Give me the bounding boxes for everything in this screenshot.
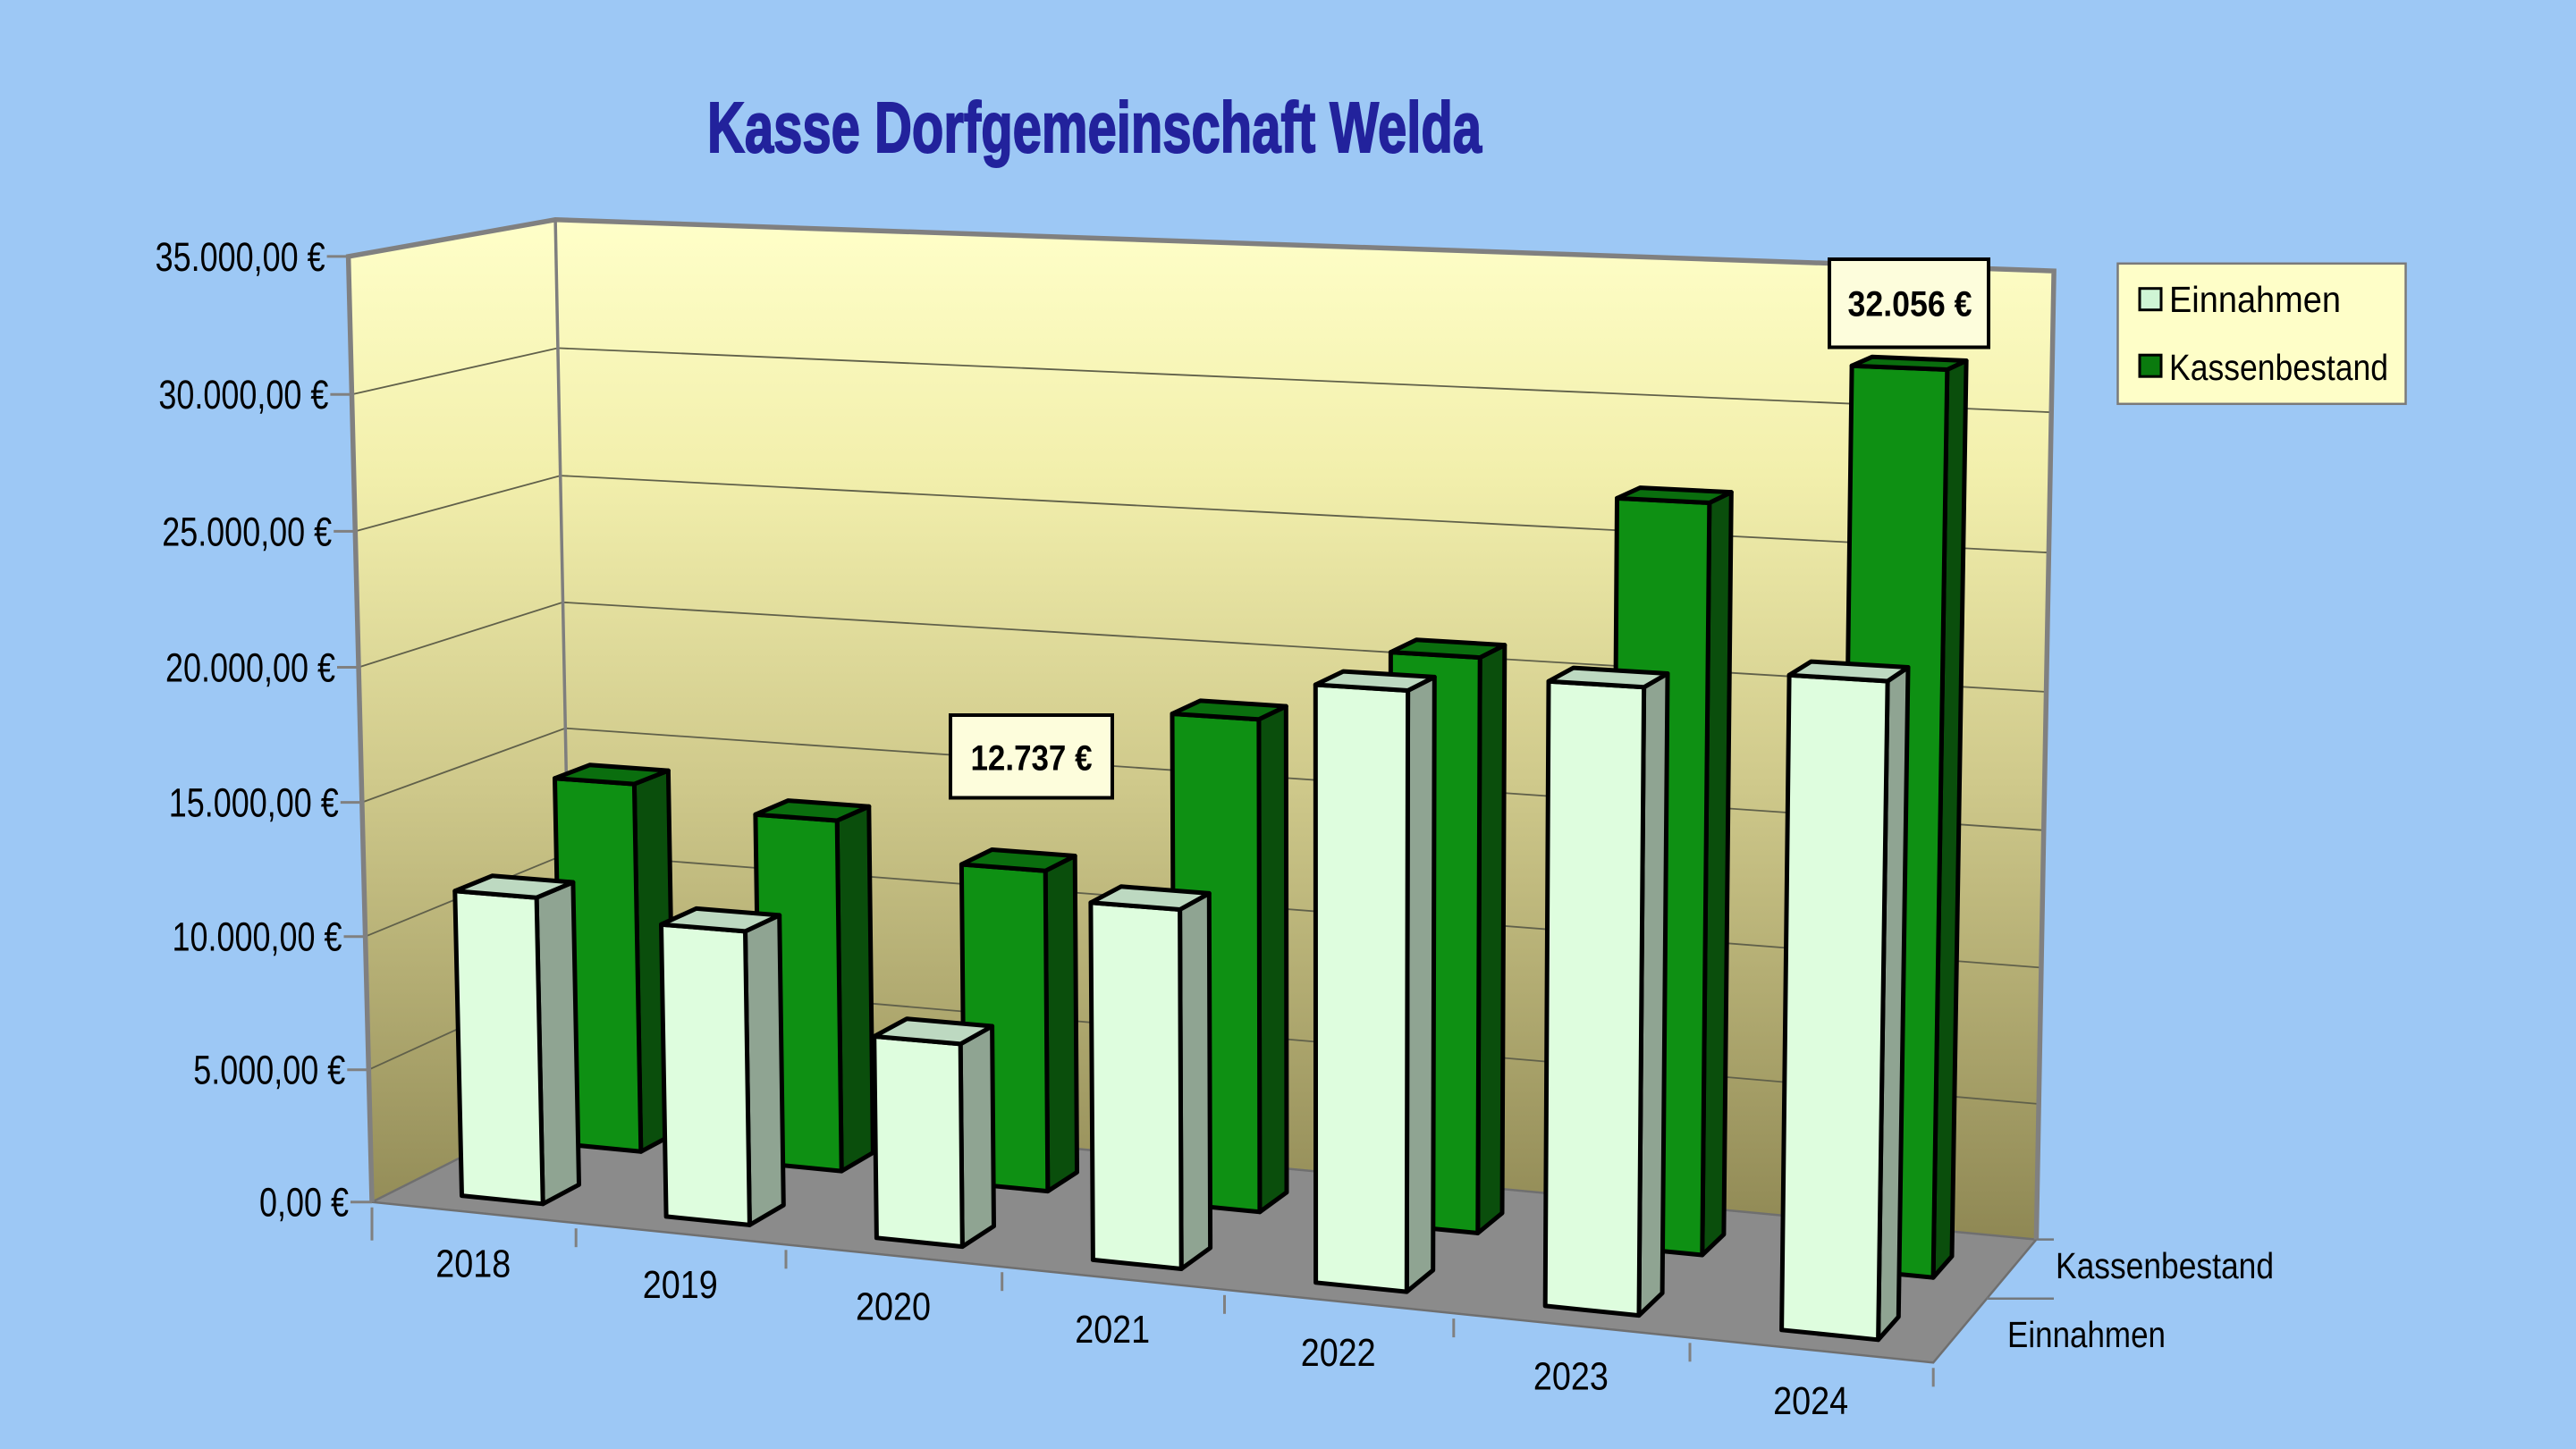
svg-text:32.056 €: 32.056 €	[1848, 285, 1972, 324]
svg-text:2019: 2019	[643, 1263, 718, 1307]
svg-text:2021: 2021	[1075, 1308, 1150, 1352]
svg-text:20.000,00 €: 20.000,00 €	[165, 645, 335, 691]
svg-text:Einnahmen: Einnahmen	[2007, 1314, 2166, 1355]
svg-text:Kassenbestand: Kassenbestand	[2169, 347, 2388, 388]
svg-text:30.000,00 €: 30.000,00 €	[158, 372, 328, 417]
svg-text:2020: 2020	[856, 1285, 931, 1329]
svg-text:25.000,00 €: 25.000,00 €	[162, 509, 332, 554]
svg-text:2022: 2022	[1301, 1331, 1376, 1375]
svg-text:2023: 2023	[1533, 1355, 1609, 1399]
svg-text:5.000,00 €: 5.000,00 €	[193, 1048, 345, 1093]
svg-text:0,00 €: 0,00 €	[259, 1180, 349, 1226]
svg-text:12.737 €: 12.737 €	[971, 739, 1093, 779]
svg-text:10.000,00 €: 10.000,00 €	[173, 914, 342, 960]
svg-text:2018: 2018	[435, 1242, 511, 1285]
svg-text:Kasse Dorfgemeinschaft Welda: Kasse Dorfgemeinschaft Welda	[707, 88, 1482, 167]
svg-text:Einnahmen: Einnahmen	[2169, 279, 2341, 320]
svg-text:15.000,00 €: 15.000,00 €	[169, 780, 339, 826]
svg-text:2024: 2024	[1773, 1379, 1848, 1423]
svg-text:Kassenbestand: Kassenbestand	[2056, 1245, 2274, 1286]
svg-text:35.000,00 €: 35.000,00 €	[156, 234, 325, 280]
